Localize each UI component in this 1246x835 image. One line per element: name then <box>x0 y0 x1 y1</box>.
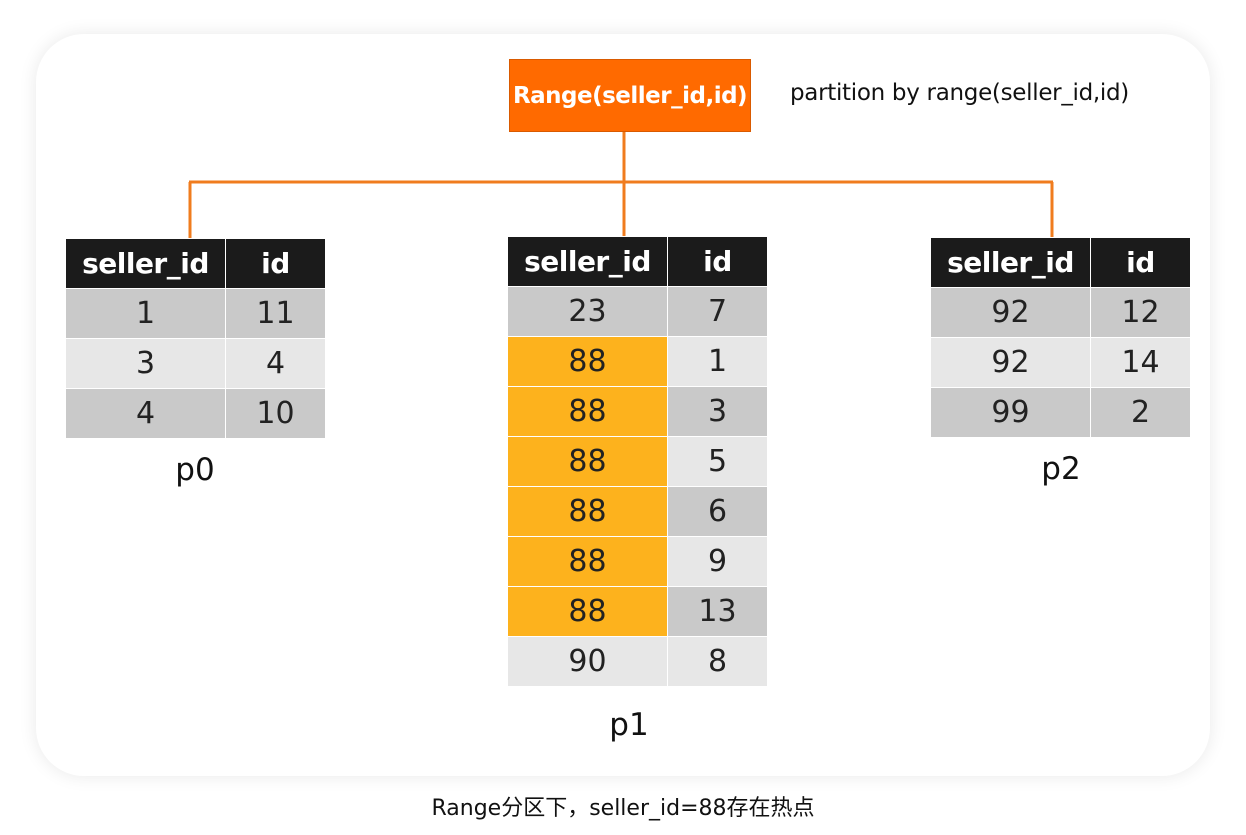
seller-id-cell: 99 <box>930 387 1091 438</box>
table-row: 88 1 <box>507 336 768 387</box>
id-cell: 1 <box>667 336 768 387</box>
table-row: 88 5 <box>507 436 768 487</box>
seller-id-cell-hotspot: 88 <box>507 536 668 587</box>
id-cell: 6 <box>667 486 768 537</box>
header-seller-id: seller_id <box>507 236 668 287</box>
id-cell: 7 <box>667 286 768 337</box>
table-row: 1 11 <box>65 288 326 339</box>
header-id: id <box>1090 237 1191 288</box>
partition-label-p2: p2 <box>1041 451 1081 487</box>
partition-table-p1: seller_id id 23 7 88 1 88 3 88 5 88 6 88 9 88 13 90 8 <box>507 236 768 687</box>
seller-id-cell: 1 <box>65 288 226 339</box>
seller-id-cell: 92 <box>930 337 1091 388</box>
table-row: 92 12 <box>930 287 1191 338</box>
id-cell: 9 <box>667 536 768 587</box>
partition-table-p0: seller_id id 1 11 3 4 4 10 <box>65 238 326 439</box>
partition-table-p2: seller_id id 92 12 92 14 99 2 <box>930 237 1191 438</box>
table-row: 23 7 <box>507 286 768 337</box>
seller-id-cell-hotspot: 88 <box>507 336 668 387</box>
header-id: id <box>225 238 326 289</box>
seller-id-cell: 4 <box>65 388 226 439</box>
id-cell: 10 <box>225 388 326 439</box>
partition-label-p1: p1 <box>609 707 649 743</box>
id-cell: 4 <box>225 338 326 389</box>
seller-id-cell-hotspot: 88 <box>507 586 668 637</box>
seller-id-cell: 23 <box>507 286 668 337</box>
seller-id-cell-hotspot: 88 <box>507 386 668 437</box>
id-cell: 5 <box>667 436 768 487</box>
id-cell: 3 <box>667 386 768 437</box>
seller-id-cell: 3 <box>65 338 226 389</box>
table-row: 88 3 <box>507 386 768 437</box>
id-cell: 14 <box>1090 337 1191 388</box>
figure-caption: Range分区下，seller_id=88存在热点 <box>431 796 815 821</box>
id-cell: 8 <box>667 636 768 687</box>
partition-clause-text: partition by range(seller_id,id) <box>790 80 1129 106</box>
table-header-row: seller_id id <box>930 237 1191 288</box>
id-cell: 11 <box>225 288 326 339</box>
table-row: 88 6 <box>507 486 768 537</box>
table-row: 92 14 <box>930 337 1191 388</box>
seller-id-cell: 92 <box>930 287 1091 338</box>
seller-id-cell: 90 <box>507 636 668 687</box>
table-row: 4 10 <box>65 388 326 439</box>
header-id: id <box>667 236 768 287</box>
seller-id-cell-hotspot: 88 <box>507 436 668 487</box>
range-root-node: Range(seller_id,id) <box>509 59 751 132</box>
header-seller-id: seller_id <box>930 237 1091 288</box>
table-row: 99 2 <box>930 387 1191 438</box>
seller-id-cell-hotspot: 88 <box>507 486 668 537</box>
id-cell: 2 <box>1090 387 1191 438</box>
id-cell: 12 <box>1090 287 1191 338</box>
header-seller-id: seller_id <box>65 238 226 289</box>
table-row: 88 9 <box>507 536 768 587</box>
table-row: 88 13 <box>507 586 768 637</box>
id-cell: 13 <box>667 586 768 637</box>
partition-label-p0: p0 <box>175 452 215 488</box>
table-header-row: seller_id id <box>65 238 326 289</box>
table-header-row: seller_id id <box>507 236 768 287</box>
table-row: 90 8 <box>507 636 768 687</box>
